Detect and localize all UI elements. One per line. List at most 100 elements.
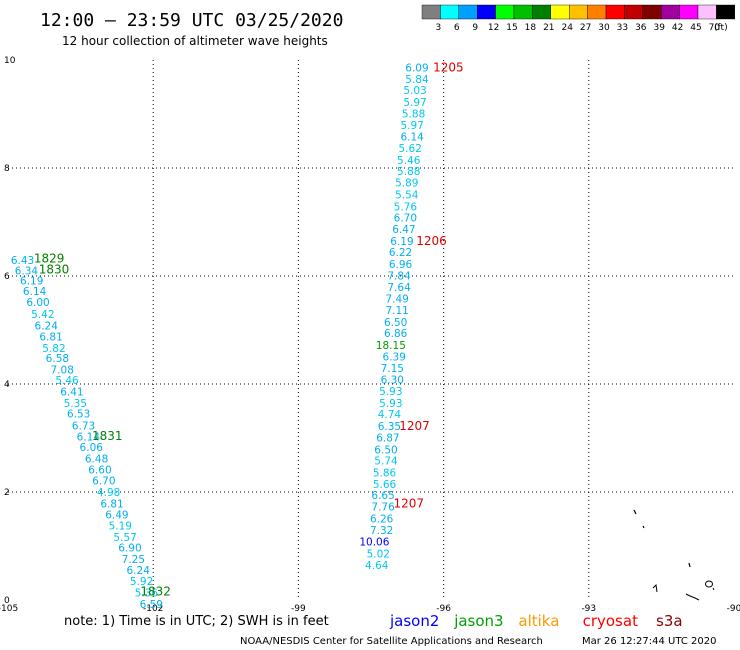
legend-swatch (587, 4, 607, 20)
wave-height-label: 6.14 (23, 286, 47, 298)
legend-swatch (569, 4, 588, 20)
axis-ticks: -105 -102 -99 -96 -93 -90 0 2 4 6 8 10 (0, 56, 740, 614)
wave-height-label: 5.19 (109, 520, 132, 532)
wave-height-label: 6.41 (60, 387, 83, 399)
legend-swatch (440, 4, 459, 20)
wave-height-label: 6.53 (67, 409, 90, 421)
legend-swatch (642, 4, 662, 20)
footer-note: note: 1) Time is in UTC; 2) SWH is in fe… (64, 614, 329, 629)
legend-swatch (532, 4, 552, 20)
pass-time-label: 1831 (92, 429, 123, 443)
lat-tick-label: 4 (4, 380, 10, 390)
legend-bin-label: 39 (653, 23, 665, 33)
lon-tick-label: -102 (143, 604, 163, 614)
pass-time-label: 1830 (39, 263, 70, 277)
wave-height-label: 6.65 (371, 490, 394, 502)
wave-height-label: 7.76 (371, 502, 395, 514)
wave-height-label: 6.00 (26, 297, 49, 309)
galapagos-islands (633, 509, 715, 601)
legend-swatch (550, 4, 570, 20)
altimeter-tracks: 6.436.346.196.146.005.426.246.815.826.58… (11, 61, 464, 611)
footer-credit: NOAA/NESDIS Center for Satellite Applica… (240, 636, 543, 647)
legend-bin-label: 45 (690, 23, 701, 33)
wave-height-label: 5.97 (403, 97, 426, 109)
wave-height-label: 6.19 (390, 236, 413, 248)
pass-time-label: 1206 (416, 234, 447, 248)
wave-height-label: 7.32 (370, 525, 393, 537)
wave-height-label: 4.64 (365, 560, 389, 572)
wave-height-label: 7.64 (387, 282, 411, 294)
legend-bin-label: 24 (561, 23, 573, 33)
wave-height-label: 6.14 (400, 132, 424, 144)
wave-height-label: 6.87 (376, 432, 399, 444)
wave-height-label: 6.58 (46, 353, 69, 365)
wave-height-label: 6.81 (100, 498, 123, 510)
island-shape (633, 509, 637, 515)
wave-height-label: 5.74 (374, 456, 398, 468)
east-track: 6.095.845.035.975.885.976.145.625.465.88… (359, 61, 463, 572)
wave-height-label: 5.88 (397, 166, 420, 178)
wave-height-label: 4.98 (97, 487, 120, 499)
legend-bin-label: 18 (525, 23, 537, 33)
wave-height-label: 6.39 (383, 351, 406, 363)
lat-lon-grid (8, 60, 734, 600)
wave-height-label: 6.09 (405, 63, 428, 75)
wave-height-label: 5.92 (130, 576, 153, 588)
legend-bin-label: 6 (454, 23, 460, 33)
legend-bin-label: 70 (709, 23, 721, 33)
page-subtitle: 12 hour collection of altimeter wave hei… (62, 34, 328, 48)
legend-bin-label: 36 (635, 23, 647, 33)
wave-height-label: 5.57 (113, 532, 136, 544)
wave-height-label: 6.48 (85, 454, 108, 466)
mission-altika: altika (518, 612, 559, 630)
legend-bin-label: 42 (672, 23, 683, 33)
wave-height-label: 5.82 (42, 343, 65, 355)
legend-bin-label: 30 (598, 23, 610, 33)
legend-bin-label: 21 (543, 23, 554, 33)
legend-bin-label: 27 (580, 23, 591, 33)
wave-height-label: 5.62 (399, 143, 422, 155)
wave-height-label: 5.35 (64, 398, 87, 410)
legend-swatch (477, 4, 496, 20)
wave-height-label: 7.15 (381, 363, 404, 375)
wave-height-label: 6.70 (92, 476, 115, 488)
lat-tick-label: 8 (4, 164, 10, 174)
legend-swatch (458, 4, 478, 20)
legend-swatch (513, 4, 533, 20)
wave-height-label: 6.24 (127, 565, 151, 577)
legend-swatch (661, 4, 680, 20)
mission-jason2: jason2 (389, 612, 439, 630)
wave-height-label: 5.97 (400, 120, 423, 132)
west-track: 6.436.346.196.146.005.426.246.815.826.58… (11, 252, 171, 611)
wave-height-label: 4.74 (378, 409, 402, 421)
wave-height-label: 5.02 (367, 549, 390, 561)
wave-height-label: 5.03 (403, 85, 426, 97)
lon-tick-label: -90 (727, 604, 740, 614)
wave-height-label: 7.84 (387, 270, 411, 282)
wave-height-label: 5.46 (55, 375, 79, 387)
wave-height-label: 6.59 (140, 599, 163, 611)
wave-height-label: 5.54 (395, 189, 419, 201)
legend-bin-label: 12 (488, 23, 499, 33)
legend-bin-label: 15 (506, 23, 517, 33)
island-shape (642, 525, 645, 529)
mission-s3a: s3a (656, 612, 683, 630)
wave-height-label: 5.88 (402, 108, 425, 120)
island-shape (705, 580, 713, 588)
island-shape (685, 593, 700, 601)
legend-bin-label: 33 (617, 23, 628, 33)
lon-tick-label: -93 (581, 604, 596, 614)
wave-height-label: 6.35 (378, 421, 401, 433)
wave-height-label: 5.84 (405, 74, 429, 86)
legend-swatch (716, 4, 736, 20)
wave-height-label: 6.90 (118, 543, 141, 555)
wave-height-label: 6.22 (389, 247, 412, 259)
legend-swatch (697, 4, 717, 20)
mission-legend: jason2 jason3 altika cryosat s3a (389, 612, 683, 630)
wave-height-label: 5.76 (394, 201, 418, 213)
wave-height-label: 5.46 (397, 155, 421, 167)
legend-bin-label: 9 (472, 23, 478, 33)
wave-height-label: 6.47 (392, 224, 415, 236)
wave-height-label: 6.14 (77, 431, 101, 443)
